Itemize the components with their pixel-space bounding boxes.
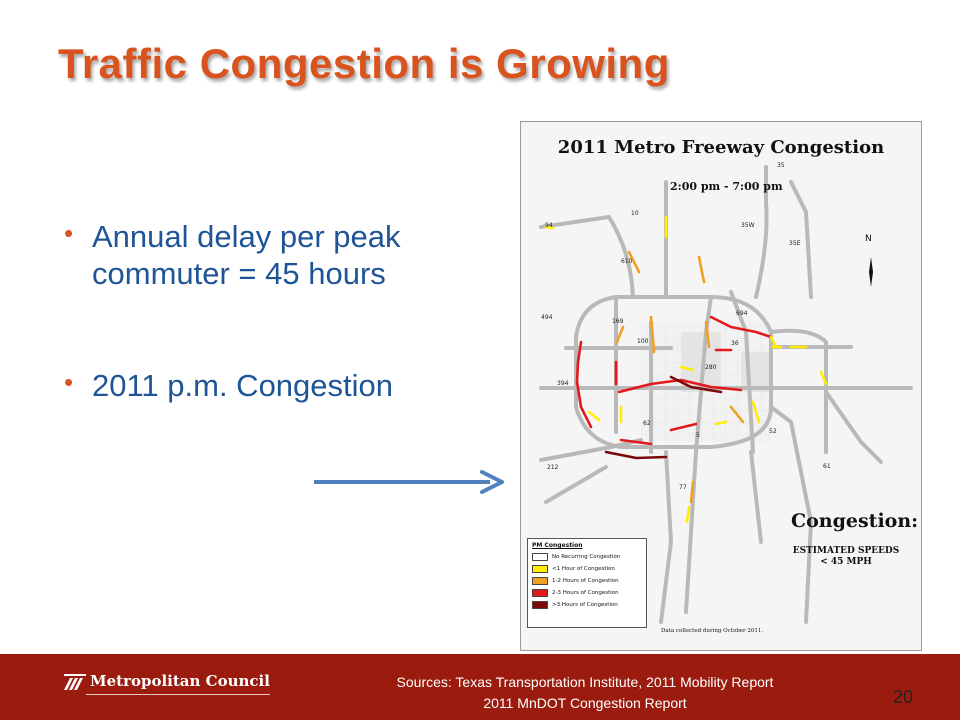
highway-label: 35 (777, 162, 785, 169)
highway-label: 100 (637, 338, 649, 345)
highway-label: 169 (612, 318, 624, 325)
highway-label: 94 (545, 222, 553, 229)
map-data-note: Data collected during October 2011. (661, 628, 764, 634)
congestion-map: 2011 Metro Freeway Congestion 2:00 pm - … (520, 121, 922, 651)
highway-label: 610 (621, 258, 633, 265)
legend-item: 2-3 Hours of Congestion (532, 589, 642, 597)
metropolitan-council-logo-icon (64, 674, 86, 690)
highway-label: 694 (736, 310, 748, 317)
bullet-list: Annual delay per peak commuter = 45 hour… (60, 215, 440, 404)
highway-label: 212 (547, 464, 559, 471)
highway-label: 77 (679, 484, 687, 491)
north-arrow-label: N (865, 234, 872, 244)
legend-label: >3 Hours of Congestion (552, 602, 618, 608)
congestion-callout-subtitle: ESTIMATED SPEEDS < 45 MPH (791, 546, 901, 568)
footer-bar: Metropolitan Council Sources: Texas Tran… (0, 654, 960, 720)
arrow-right-icon (314, 470, 504, 494)
highway-label: 52 (769, 428, 777, 435)
sources-line-2: 2011 MnDOT Congestion Report (483, 695, 687, 711)
map-title: 2011 Metro Freeway Congestion (557, 137, 885, 158)
legend-swatch (532, 589, 548, 597)
legend-swatch (532, 577, 548, 585)
metropolitan-council-logo: Metropolitan Council (64, 672, 270, 690)
bullet-annual-delay: Annual delay per peak commuter = 45 hour… (60, 215, 440, 292)
logo-text: Metropolitan Council (90, 672, 270, 690)
legend-swatch (532, 565, 548, 573)
legend-label: No Recurring Congestion (552, 554, 621, 560)
legend-item: No Recurring Congestion (532, 553, 642, 561)
highway-label: 280 (705, 364, 717, 371)
legend-label: 2-3 Hours of Congestion (552, 590, 619, 596)
congestion-callout-line-2: < 45 MPH (820, 557, 872, 567)
highway-label: 36 (731, 340, 739, 347)
highway-label: 394 (557, 380, 569, 387)
sources-line-1: Sources: Texas Transportation Institute,… (396, 674, 774, 690)
page-number: 20 (893, 687, 914, 707)
legend-swatch (532, 553, 548, 561)
highway-label: 61 (823, 463, 831, 470)
congestion-callout-title: Congestion: (791, 510, 919, 532)
legend-item: 1-2 Hours of Congestion (532, 577, 642, 585)
highway-label: 10 (631, 210, 639, 217)
map-legend: PM Congestion No Recurring Congestion <1… (527, 538, 647, 628)
legend-label: 1-2 Hours of Congestion (552, 578, 619, 584)
bullet-pm-congestion: 2011 p.m. Congestion (60, 364, 440, 404)
highway-label: 62 (643, 420, 651, 427)
highway-label: 494 (541, 314, 553, 321)
congestion-callout-line-1: ESTIMATED SPEEDS (792, 546, 900, 556)
legend-swatch (532, 601, 548, 609)
map-time-range: 2:00 pm - 7:00 pm (670, 180, 783, 193)
legend-item: >3 Hours of Congestion (532, 601, 642, 609)
highway-label: 5 (696, 432, 700, 439)
highway-label: 35E (789, 240, 801, 247)
legend-label: <1 Hour of Congestion (552, 566, 615, 572)
logo-underline (86, 694, 270, 695)
highway-label: 35W (741, 222, 755, 229)
sources-citation: Sources: Texas Transportation Institute,… (320, 672, 850, 714)
legend-title: PM Congestion (532, 542, 583, 549)
slide-title: Traffic Congestion is Growing (58, 40, 670, 87)
legend-item: <1 Hour of Congestion (532, 565, 642, 573)
